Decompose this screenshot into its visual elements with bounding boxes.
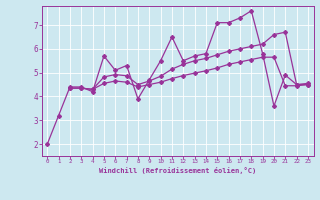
X-axis label: Windchill (Refroidissement éolien,°C): Windchill (Refroidissement éolien,°C) bbox=[99, 167, 256, 174]
